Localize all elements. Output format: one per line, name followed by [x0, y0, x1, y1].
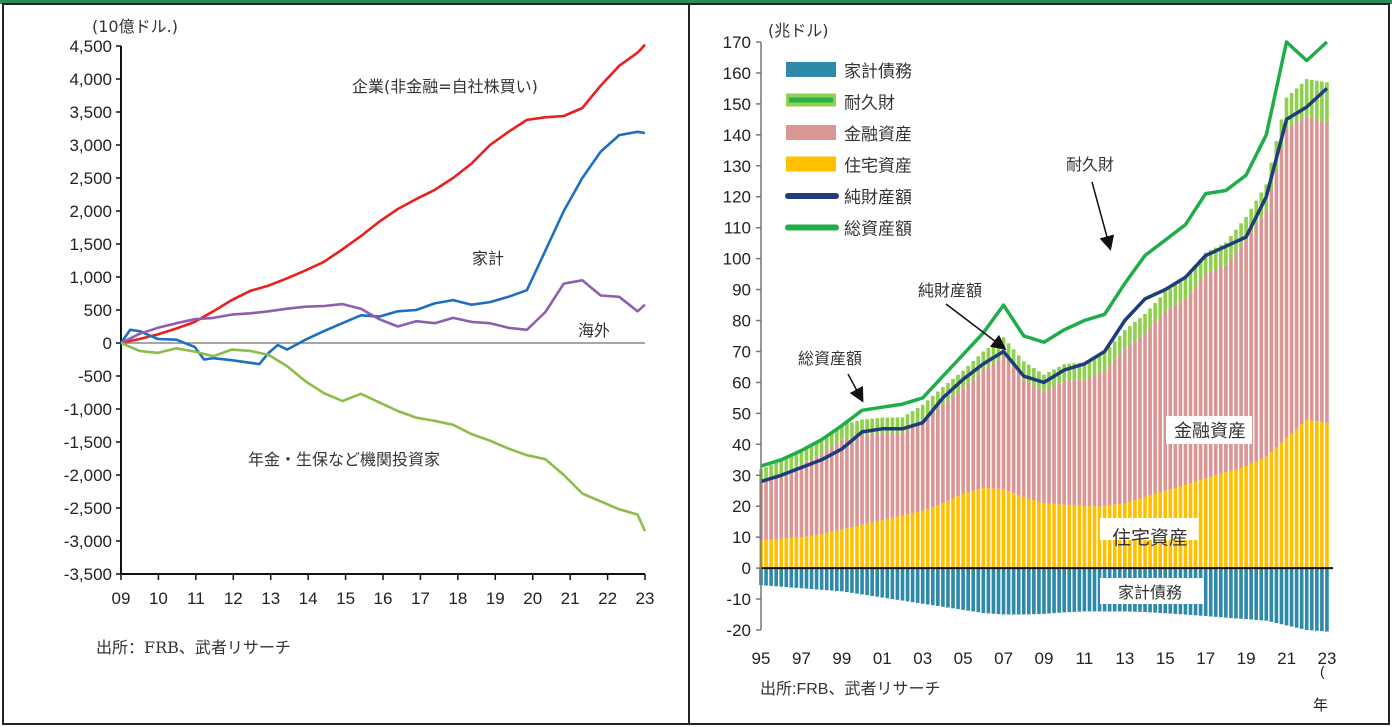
x-tick-label: 13: [261, 589, 280, 608]
y-tick-label: 500: [84, 301, 112, 320]
right-chart-frame: [688, 3, 1390, 725]
x-tick-label: 22: [598, 589, 617, 608]
y-tick-label: 4,000: [69, 70, 112, 89]
y-tick-label: 2,000: [69, 202, 112, 221]
x-tick-label: 11: [187, 589, 205, 608]
left-source-note: 出所：FRB、武者リサーチ: [96, 638, 291, 657]
y-tick-label: -3,000: [64, 532, 112, 551]
x-tick-label: 09: [112, 589, 131, 608]
y-tick-label: 2,500: [69, 169, 112, 188]
y-tick-label: -3,500: [64, 565, 112, 584]
x-tick-label: 21: [561, 589, 580, 608]
y-tick-label: -2,000: [64, 466, 112, 485]
x-tick-label: 12: [224, 589, 243, 608]
annotation-overseas: 海外: [578, 321, 610, 340]
left-line-chart: 4,500 4,000 3,500 3,000 2,500 2,000 1,500 1,000…: [64, 17, 655, 657]
x-tick-label: 10: [149, 589, 168, 608]
series-line-0: [120, 43, 646, 345]
x-tick-label: 18: [448, 589, 467, 608]
top-border-bar: [0, 0, 1392, 4]
y-tick-label: 1,500: [69, 235, 112, 254]
y-tick-label: 3,000: [69, 136, 112, 155]
y-tick-label: 4,500: [69, 37, 112, 56]
x-tick-label: 19: [486, 589, 505, 608]
y-tick-label: -1,000: [64, 400, 112, 419]
left-unit-label: (10億ドル.): [92, 17, 178, 36]
annotation-corporate: 企業(非金融=自社株買い): [352, 77, 538, 96]
y-tick-label: 3,500: [69, 103, 112, 122]
annotation-household: 家計: [472, 249, 504, 268]
series-line-1: [119, 130, 646, 366]
x-tick-label: 20: [523, 589, 542, 608]
y-tick-label: -1,500: [64, 433, 112, 452]
series-line-2: [120, 278, 646, 345]
x-tick-label: 23: [636, 589, 655, 608]
annotation-institutional: 年金・生保など機関投資家: [248, 450, 440, 469]
x-tick-label: 14: [299, 589, 318, 608]
x-tick-label: 17: [411, 589, 430, 608]
x-tick-label: 15: [336, 589, 355, 608]
series-line-3: [120, 341, 647, 532]
y-tick-label: 0: [103, 334, 112, 353]
y-tick-label: 1,000: [69, 268, 112, 287]
x-tick-label: 16: [374, 589, 393, 608]
y-tick-label: -500: [78, 367, 112, 386]
y-tick-label: -2,500: [64, 499, 112, 518]
